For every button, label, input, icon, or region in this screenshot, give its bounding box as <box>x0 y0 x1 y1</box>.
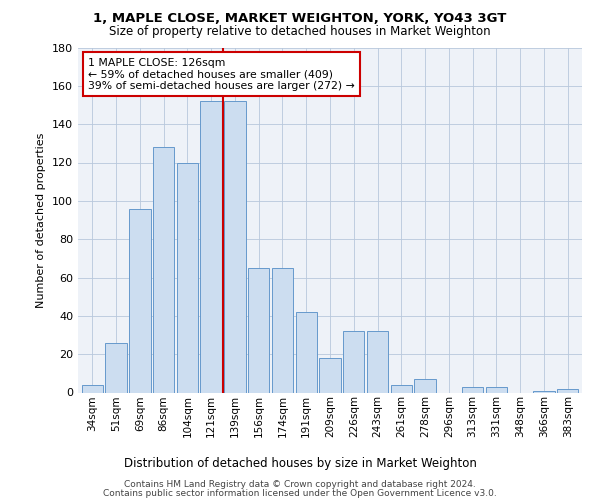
Bar <box>486 387 507 392</box>
Bar <box>176 162 198 392</box>
Bar <box>129 208 151 392</box>
Bar <box>200 101 222 392</box>
Bar <box>106 342 127 392</box>
Bar <box>82 385 103 392</box>
Bar <box>248 268 269 392</box>
Bar <box>557 388 578 392</box>
Bar <box>343 331 364 392</box>
Bar <box>533 390 554 392</box>
Y-axis label: Number of detached properties: Number of detached properties <box>37 132 46 308</box>
Bar <box>224 101 245 392</box>
Bar <box>153 147 174 392</box>
Text: Contains HM Land Registry data © Crown copyright and database right 2024.: Contains HM Land Registry data © Crown c… <box>124 480 476 489</box>
Text: 1 MAPLE CLOSE: 126sqm
← 59% of detached houses are smaller (409)
39% of semi-det: 1 MAPLE CLOSE: 126sqm ← 59% of detached … <box>88 58 355 91</box>
Bar <box>391 385 412 392</box>
Bar <box>462 387 484 392</box>
Text: 1, MAPLE CLOSE, MARKET WEIGHTON, YORK, YO43 3GT: 1, MAPLE CLOSE, MARKET WEIGHTON, YORK, Y… <box>94 12 506 26</box>
Bar <box>272 268 293 392</box>
Text: Contains public sector information licensed under the Open Government Licence v3: Contains public sector information licen… <box>103 488 497 498</box>
Text: Size of property relative to detached houses in Market Weighton: Size of property relative to detached ho… <box>109 25 491 38</box>
Bar <box>415 379 436 392</box>
Bar <box>367 331 388 392</box>
Bar <box>296 312 317 392</box>
Text: Distribution of detached houses by size in Market Weighton: Distribution of detached houses by size … <box>124 458 476 470</box>
Bar <box>319 358 341 392</box>
